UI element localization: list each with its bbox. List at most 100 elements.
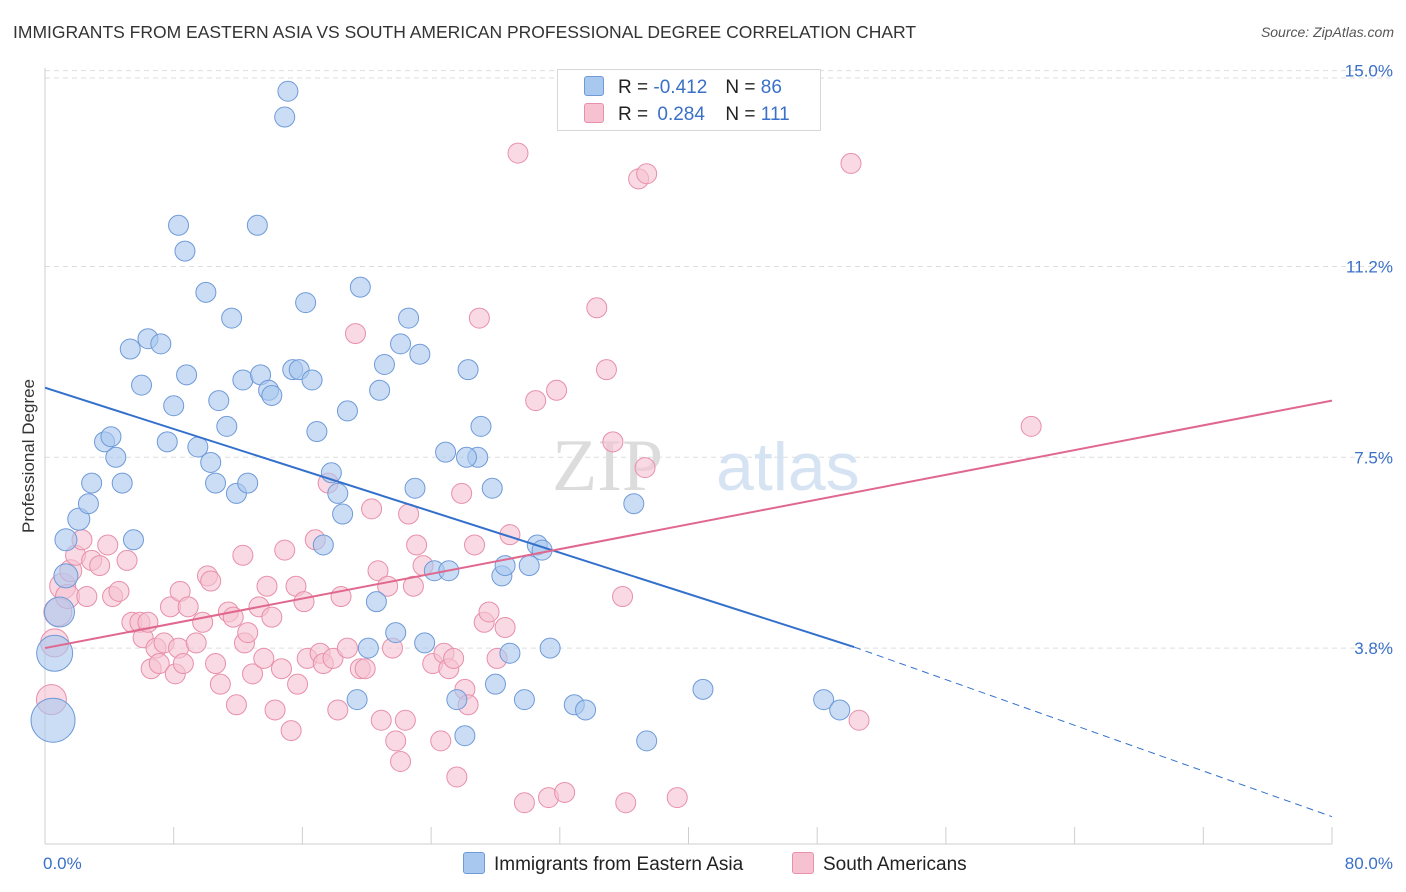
bottom-legend-swatch-blue	[463, 852, 485, 874]
y-tick-label: 11.2%	[1346, 258, 1393, 277]
data-point-south-americans	[344, 323, 366, 345]
y-tick-label: 7.5%	[1354, 448, 1393, 467]
legend-row-eastern-asia: R = -0.412 N = 86	[584, 76, 782, 99]
data-point-south-americans	[336, 637, 358, 659]
data-point-south-americans	[274, 539, 296, 561]
data-point-eastern-asia	[481, 477, 503, 499]
data-point-south-americans	[1020, 415, 1042, 437]
data-point-eastern-asia	[232, 369, 254, 391]
data-point-eastern-asia	[150, 333, 172, 355]
data-point-south-americans	[525, 390, 547, 412]
data-point-south-americans	[370, 709, 392, 731]
data-point-eastern-asia	[455, 446, 477, 468]
data-point-south-americans	[185, 632, 207, 654]
data-point-eastern-asia	[200, 451, 222, 473]
data-point-south-americans	[430, 730, 452, 752]
data-point-eastern-asia	[346, 689, 368, 711]
data-point-eastern-asia	[30, 697, 76, 743]
data-point-south-americans	[209, 673, 231, 695]
data-point-eastern-asia	[306, 421, 328, 443]
data-point-south-americans	[554, 781, 576, 803]
data-point-south-americans	[280, 720, 302, 742]
data-point-south-americans	[200, 570, 222, 592]
y-axis-label: Professional Degree	[19, 379, 38, 533]
data-point-eastern-asia	[208, 390, 230, 412]
data-point-eastern-asia	[205, 472, 227, 494]
legend-swatch-blue	[584, 76, 604, 96]
data-point-eastern-asia	[301, 369, 323, 391]
data-point-south-americans	[116, 549, 138, 571]
data-point-south-americans	[237, 622, 259, 644]
data-point-eastern-asia	[336, 400, 358, 422]
bottom-legend-eastern-asia[interactable]: Immigrants from Eastern Asia	[463, 852, 743, 876]
data-point-eastern-asia	[221, 307, 243, 329]
data-point-south-americans	[840, 152, 862, 174]
data-point-south-americans	[636, 163, 658, 185]
data-point-south-americans	[261, 606, 283, 628]
data-point-south-americans	[293, 591, 315, 613]
data-point-eastern-asia	[357, 637, 379, 659]
bottom-legend-swatch-pink	[792, 852, 814, 874]
data-point-south-americans	[513, 792, 535, 814]
legend-r-label: R =	[618, 104, 649, 125]
data-point-eastern-asia	[435, 441, 457, 463]
data-point-eastern-asia	[312, 534, 334, 556]
data-point-eastern-asia	[295, 292, 317, 314]
data-point-eastern-asia	[414, 632, 436, 654]
y-tick-label: 3.8%	[1354, 639, 1393, 658]
data-point-south-americans	[367, 560, 389, 582]
data-point-eastern-asia	[385, 622, 407, 644]
data-point-south-americans	[253, 647, 275, 669]
data-point-south-americans	[478, 601, 500, 623]
data-point-south-americans	[322, 647, 344, 669]
data-point-eastern-asia	[261, 384, 283, 406]
data-point-eastern-asia	[813, 689, 835, 711]
data-point-south-americans	[172, 653, 194, 675]
data-point-eastern-asia	[470, 415, 492, 437]
bottom-legend-label: Immigrants from Eastern Asia	[494, 854, 744, 875]
data-point-eastern-asia	[77, 493, 99, 515]
y-tick-label: 15.0%	[1345, 62, 1393, 81]
data-point-south-americans	[615, 792, 637, 814]
data-point-eastern-asia	[131, 374, 153, 396]
data-point-eastern-asia	[174, 240, 196, 262]
data-point-eastern-asia	[499, 642, 521, 664]
trend-line-eastern-asia	[44, 386, 855, 648]
data-point-south-americans	[89, 555, 111, 577]
data-point-eastern-asia	[623, 493, 645, 515]
bottom-legend-south-americans[interactable]: South Americans	[792, 852, 967, 876]
data-point-south-americans	[232, 544, 254, 566]
data-point-eastern-asia	[176, 364, 198, 386]
watermark: ZIP atlas	[552, 425, 860, 507]
data-point-south-americans	[848, 709, 870, 731]
legend-r-value: 0.284	[657, 104, 705, 125]
data-point-south-americans	[225, 694, 247, 716]
data-point-eastern-asia	[81, 472, 103, 494]
data-point-eastern-asia	[518, 555, 540, 577]
data-point-south-americans	[192, 611, 214, 633]
axes	[44, 68, 1333, 845]
data-point-eastern-asia	[513, 689, 535, 711]
data-point-eastern-asia	[457, 359, 479, 381]
data-point-south-americans	[327, 699, 349, 721]
data-point-eastern-asia	[373, 354, 395, 376]
data-point-south-americans	[354, 658, 376, 680]
data-point-eastern-asia	[636, 730, 658, 752]
legend-r-value: -0.412	[653, 77, 708, 98]
trend-line-eastern-asia-extrapolated	[854, 646, 1333, 818]
data-point-eastern-asia	[829, 699, 851, 721]
data-point-eastern-asia	[539, 637, 561, 659]
data-point-eastern-asia	[54, 528, 78, 552]
data-point-south-americans	[108, 580, 130, 602]
data-point-south-americans	[205, 653, 227, 675]
data-point-eastern-asia	[277, 80, 299, 102]
data-point-south-americans	[406, 534, 428, 556]
data-point-south-americans	[595, 359, 617, 381]
x-tick-labels: 0.0% 80.0%	[43, 854, 1393, 873]
data-point-south-americans	[666, 787, 688, 809]
data-point-eastern-asia	[390, 333, 412, 355]
data-point-south-americans	[446, 766, 468, 788]
bottom-legend-label: South Americans	[823, 854, 967, 875]
data-point-south-americans	[270, 658, 292, 680]
data-point-south-americans	[546, 379, 568, 401]
